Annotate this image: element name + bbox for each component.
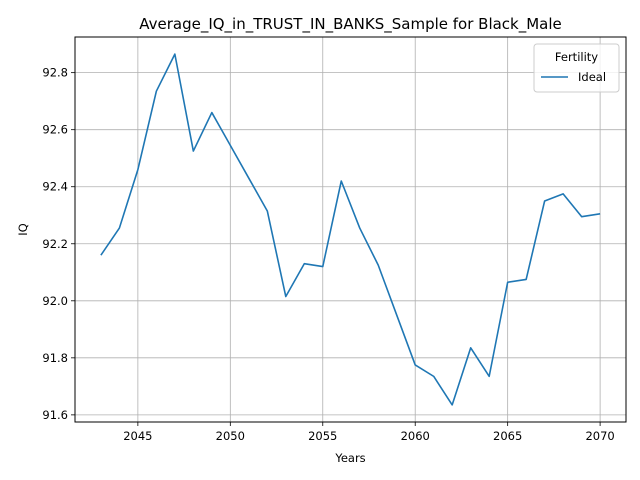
y-tick-label: 92.4 <box>42 180 68 194</box>
y-axis: 91.6 91.8 92.0 92.2 92.4 92.6 92.8 <box>42 66 75 422</box>
x-tick-label: 2065 <box>493 429 522 443</box>
series-layer <box>100 53 601 406</box>
x-tick-label: 2055 <box>308 429 337 443</box>
x-tick-label: 2070 <box>585 429 614 443</box>
chart-title: Average_IQ_in_TRUST_IN_BANKS_Sample for … <box>139 15 562 34</box>
legend-label-ideal: Ideal <box>578 70 606 84</box>
y-tick-label: 91.6 <box>42 408 68 422</box>
x-tick-label: 2060 <box>401 429 430 443</box>
y-axis-label: IQ <box>16 223 30 235</box>
y-tick-label: 92.6 <box>42 123 68 137</box>
y-tick-label: 92.0 <box>42 294 68 308</box>
y-tick-label: 91.8 <box>42 351 68 365</box>
plot-area-frame <box>74 36 627 423</box>
legend-title: Fertility <box>555 50 598 64</box>
x-axis: 2045 2050 2055 2060 2065 2070 <box>123 422 615 443</box>
y-tick-label: 92.2 <box>42 237 68 251</box>
legend: Fertility Ideal <box>533 43 620 93</box>
series-line-ideal <box>100 53 601 406</box>
y-tick-label: 92.8 <box>42 66 68 80</box>
grid <box>75 37 626 422</box>
x-tick-label: 2050 <box>216 429 245 443</box>
x-axis-label: Years <box>334 451 365 465</box>
legend-box <box>533 43 620 93</box>
x-tick-label: 2045 <box>123 429 152 443</box>
